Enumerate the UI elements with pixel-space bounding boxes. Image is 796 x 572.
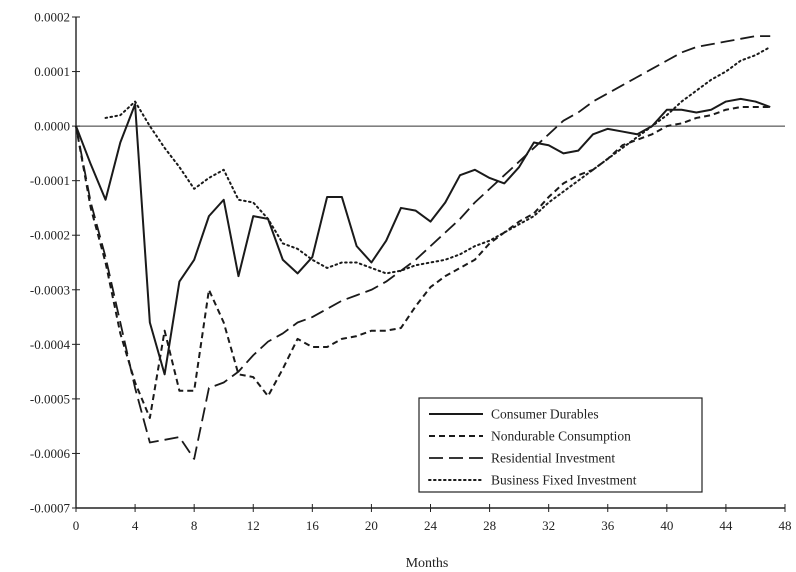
y-tick-label: -0.0003 — [30, 282, 70, 297]
y-tick-labels: 0.0002 0.0001 0.0000 -0.0001 -0.0002 -0.0003 -… — [30, 10, 71, 516]
series-line-consumer-durables — [75, 97, 771, 376]
series-line-residential-investment — [75, 35, 771, 460]
series-line-business-fixed-investment — [104, 46, 772, 275]
y-tick-label: -0.0004 — [30, 337, 71, 352]
y-tick-label: -0.0007 — [30, 501, 71, 516]
tick-marks — [72, 16, 786, 512]
x-tick-label: 48 — [779, 518, 792, 533]
series-lines — [75, 35, 772, 460]
y-tick-label: -0.0001 — [30, 173, 70, 188]
y-tick-label: 0.0002 — [34, 10, 70, 25]
x-tick-labels: 0 4 8 12 16 20 24 28 32 36 40 44 48 — [73, 518, 792, 533]
y-tick-label: -0.0005 — [30, 391, 70, 406]
legend-label: Residential Investment — [491, 451, 615, 466]
x-tick-label: 4 — [132, 518, 139, 533]
x-tick-label: 32 — [542, 518, 555, 533]
legend-label: Consumer Durables — [491, 407, 599, 422]
x-tick-label: 44 — [719, 518, 733, 533]
x-tick-label: 24 — [424, 518, 438, 533]
legend-label: Business Fixed Investment — [491, 473, 637, 488]
y-tick-label: 0.0000 — [34, 119, 70, 134]
x-tick-label: 36 — [601, 518, 615, 533]
y-tick-label: -0.0006 — [30, 446, 71, 461]
x-tick-label: 20 — [365, 518, 378, 533]
legend-label: Nondurable Consumption — [491, 429, 631, 444]
legend: Consumer Durables Nondurable Consumption R… — [418, 397, 703, 493]
y-tick-label: -0.0002 — [30, 228, 70, 243]
x-tick-label: 40 — [660, 518, 673, 533]
x-axis-title: Months — [406, 556, 449, 571]
x-tick-label: 28 — [483, 518, 496, 533]
x-tick-label: 8 — [191, 518, 198, 533]
x-tick-label: 16 — [306, 518, 320, 533]
series-line-nondurable-consumption — [75, 106, 771, 419]
x-tick-label: 12 — [247, 518, 260, 533]
y-tick-label: 0.0001 — [34, 64, 70, 79]
x-tick-label: 0 — [73, 518, 80, 533]
